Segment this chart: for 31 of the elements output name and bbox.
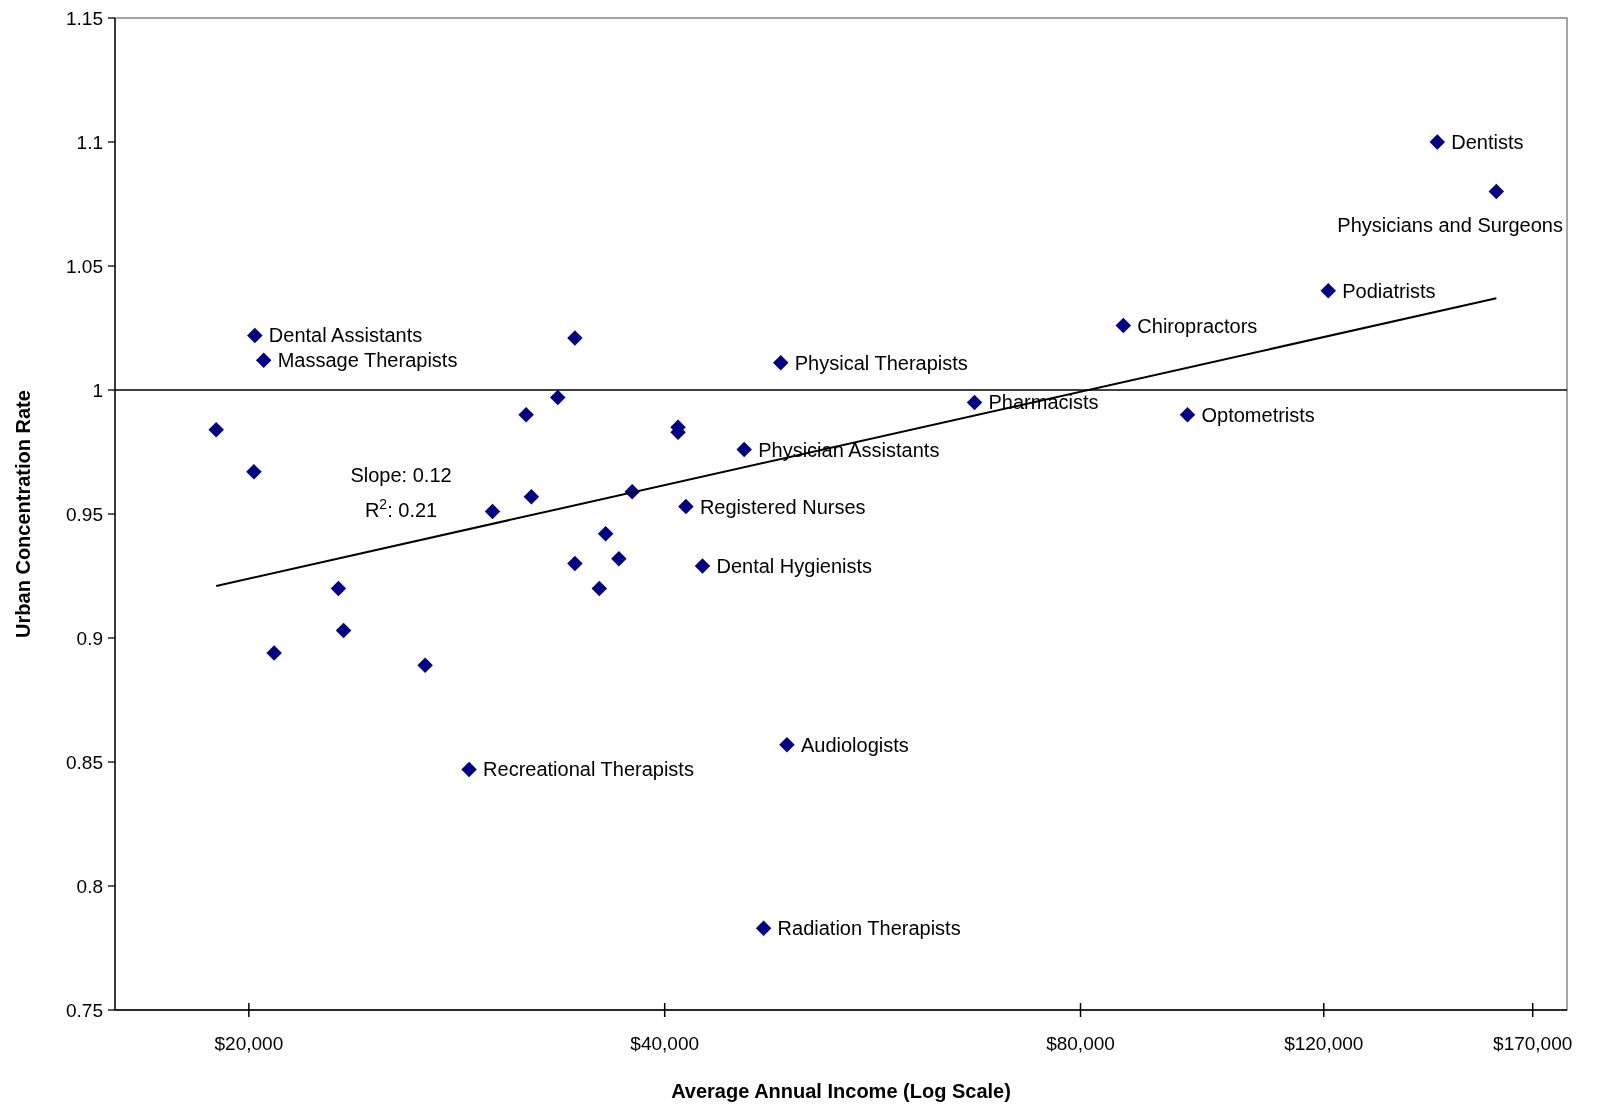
annotation: Slope: 0.12 (350, 464, 452, 487)
x-axis-title: Average Annual Income (Log Scale) (671, 1080, 1011, 1102)
annotation: Podiatrists (1342, 279, 1436, 302)
annotation: Chiropractors (1137, 314, 1258, 337)
x-tick-label: $170,000 (1493, 1033, 1573, 1054)
annotation: Physical Therapists (794, 351, 968, 374)
annotation: Dentists (1451, 131, 1524, 153)
y-tick-label: 1.15 (66, 7, 103, 29)
x-tick-label: $40,000 (630, 1033, 700, 1054)
y-tick-label: 0.9 (76, 627, 103, 649)
x-tick-label: $80,000 (1046, 1033, 1115, 1054)
annotation: Recreational Therapists (483, 758, 694, 781)
annotation: Physicians and Surgeons (1337, 213, 1563, 236)
y-tick-label: 1.1 (76, 131, 103, 153)
annotation: Dental Hygienists (716, 555, 873, 578)
y-axis-title: Urban Concentration Rate (12, 390, 34, 638)
x-tick-label: $20,000 (214, 1033, 284, 1054)
annotation: Registered Nurses (699, 495, 866, 518)
x-tick-label: $120,000 (1284, 1033, 1364, 1054)
annotation: Massage Therapists (277, 349, 458, 372)
y-tick-label: 0.95 (66, 503, 103, 525)
y-tick-label: 0.85 (66, 751, 103, 773)
y-tick-label: 0.75 (66, 999, 103, 1021)
annotation: Optometrists (1201, 403, 1315, 426)
annotation: Radiation Therapists (777, 917, 961, 940)
annotation: Dental Assistants (268, 324, 423, 347)
y-tick-label: 1 (92, 379, 103, 401)
y-tick-label: 1.05 (66, 255, 103, 277)
annotation: Audiologists (800, 733, 909, 756)
annotation: R$^{2}$: 0.21 (364, 495, 438, 521)
y-tick-label: 0.8 (76, 875, 103, 897)
